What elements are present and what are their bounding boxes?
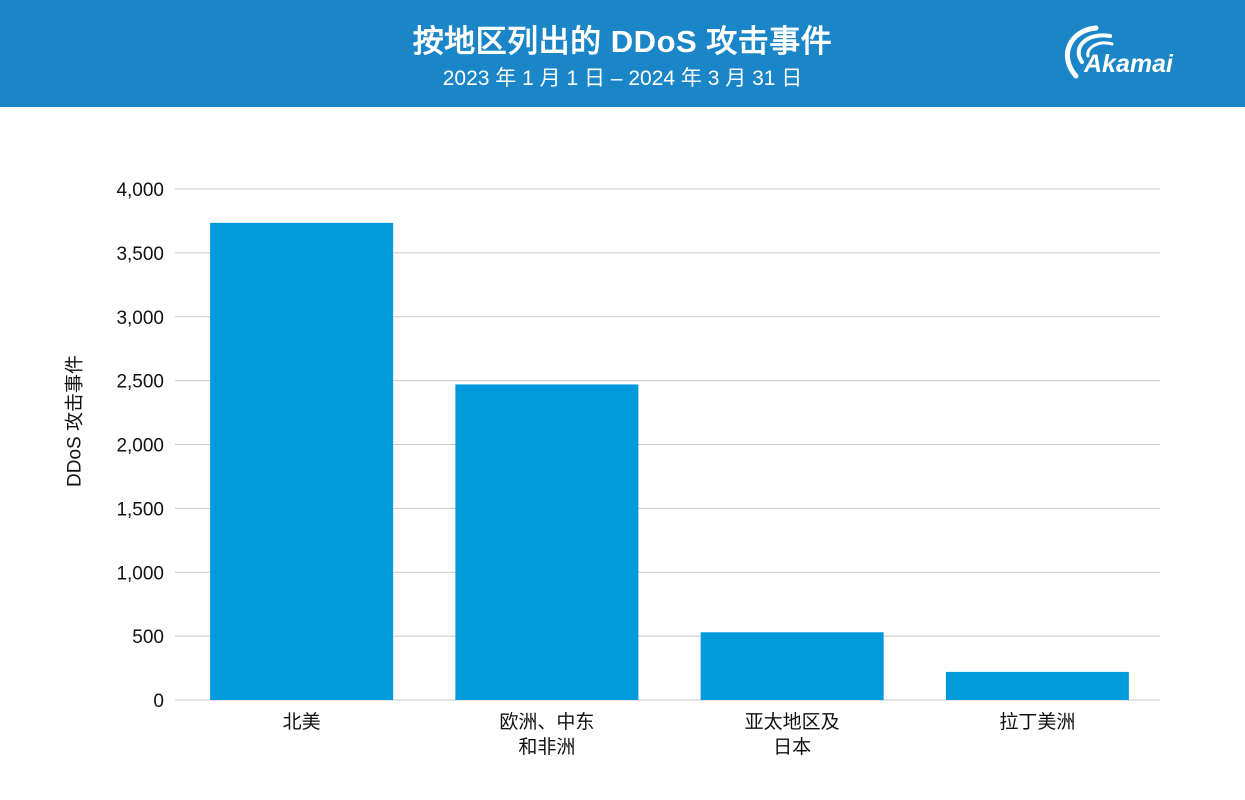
akamai-logo: Akamai: [1056, 22, 1206, 86]
x-tick-label: 拉丁美洲: [942, 710, 1132, 735]
y-tick-label: 3,500: [116, 244, 164, 265]
y-tick-label: 0: [153, 691, 164, 712]
bar: [945, 671, 1129, 700]
y-tick-label: 1,500: [116, 499, 164, 520]
x-tick-label: 欧洲、中东 和非洲: [452, 710, 642, 760]
x-tick-label-line: 拉丁美洲: [999, 712, 1076, 733]
y-tick-label: 2,000: [116, 436, 164, 457]
x-tick-label-line: 亚太地区及: [744, 712, 840, 733]
x-tick-label: 北美: [207, 710, 397, 735]
y-tick-label: 3,000: [116, 308, 164, 329]
x-tick-label: 亚太地区及 日本: [697, 710, 887, 760]
x-tick-label-line: 和非洲: [518, 737, 576, 758]
bar: [210, 222, 394, 700]
bar: [700, 632, 884, 700]
y-tick-label: 4,000: [116, 180, 164, 201]
bar: [455, 384, 639, 700]
x-tick-label-line: 北美: [282, 712, 321, 733]
chart-subtitle: 2023 年 1 月 1 日 – 2024 年 3 月 31 日: [442, 67, 803, 90]
chart-title: 按地区列出的 DDoS 攻击事件: [412, 24, 833, 59]
y-tick-label: 2,500: [116, 372, 164, 393]
bar-chart: 0 500 1,000 1,500 2,000 2,500 3,000 3,500 4,000: [116, 180, 1160, 712]
chart-header: 按地区列出的 DDoS 攻击事件 2023 年 1 月 1 日 – 2024 年…: [0, 0, 1245, 107]
logo-text: Akamai: [1084, 50, 1173, 78]
y-tick-label: 500: [132, 627, 164, 648]
akamai-wave-icon: [1064, 25, 1114, 79]
y-tick-label: 1,000: [116, 563, 164, 584]
x-tick-label-line: 欧洲、中东: [499, 712, 595, 733]
x-tick-label-line: 日本: [773, 737, 812, 758]
